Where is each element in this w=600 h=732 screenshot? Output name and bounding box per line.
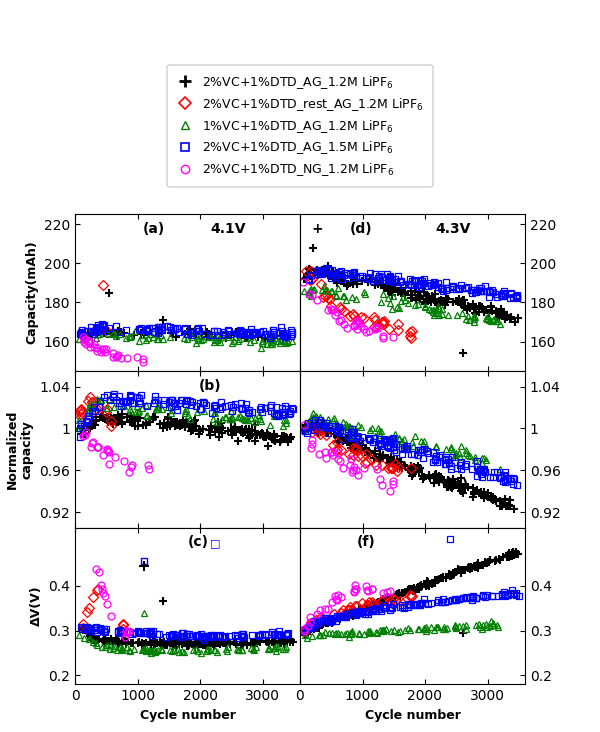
Text: □: □ xyxy=(210,539,221,548)
X-axis label: Cycle number: Cycle number xyxy=(140,709,235,722)
Text: (b): (b) xyxy=(199,378,221,393)
Text: (e): (e) xyxy=(446,477,469,491)
Text: (a): (a) xyxy=(143,222,165,236)
Y-axis label: Capacity(mAh): Capacity(mAh) xyxy=(25,241,38,345)
Text: 4.3V: 4.3V xyxy=(435,222,470,236)
Text: 4.1V: 4.1V xyxy=(210,222,245,236)
Text: +: + xyxy=(311,222,323,236)
Y-axis label: Normalized
capacity: Normalized capacity xyxy=(6,410,34,489)
X-axis label: Cycle number: Cycle number xyxy=(365,709,460,722)
Legend: 2%VC+1%DTD_AG_1.2M LiPF$_6$, 2%VC+1%DTD_rest_AG_1.2M LiPF$_6$, 1%VC+1%DTD_AG_1.2: 2%VC+1%DTD_AG_1.2M LiPF$_6$, 2%VC+1%DTD_… xyxy=(167,65,433,187)
Text: (c): (c) xyxy=(187,536,209,550)
Text: (f): (f) xyxy=(356,536,375,550)
Text: (d): (d) xyxy=(349,222,372,236)
Y-axis label: ΔV(V): ΔV(V) xyxy=(30,586,43,627)
